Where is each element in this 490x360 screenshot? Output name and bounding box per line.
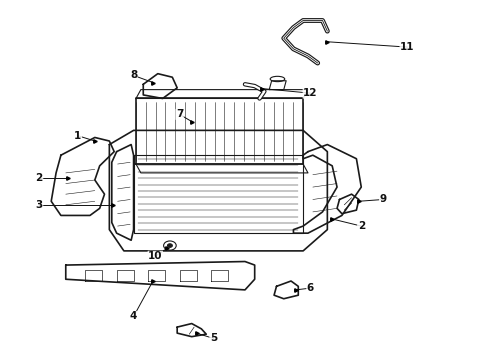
Text: 11: 11	[400, 42, 415, 52]
Text: 10: 10	[148, 251, 163, 261]
Text: 3: 3	[35, 200, 43, 210]
Text: 7: 7	[176, 109, 183, 120]
Text: 5: 5	[210, 333, 217, 343]
Text: 2: 2	[358, 221, 365, 231]
Text: 8: 8	[130, 71, 137, 80]
Text: 6: 6	[307, 283, 314, 293]
Text: 1: 1	[74, 131, 81, 141]
Text: 2: 2	[35, 173, 43, 183]
Text: 4: 4	[130, 311, 137, 321]
Circle shape	[168, 244, 172, 247]
Text: 9: 9	[379, 194, 387, 204]
Text: 12: 12	[303, 88, 318, 98]
